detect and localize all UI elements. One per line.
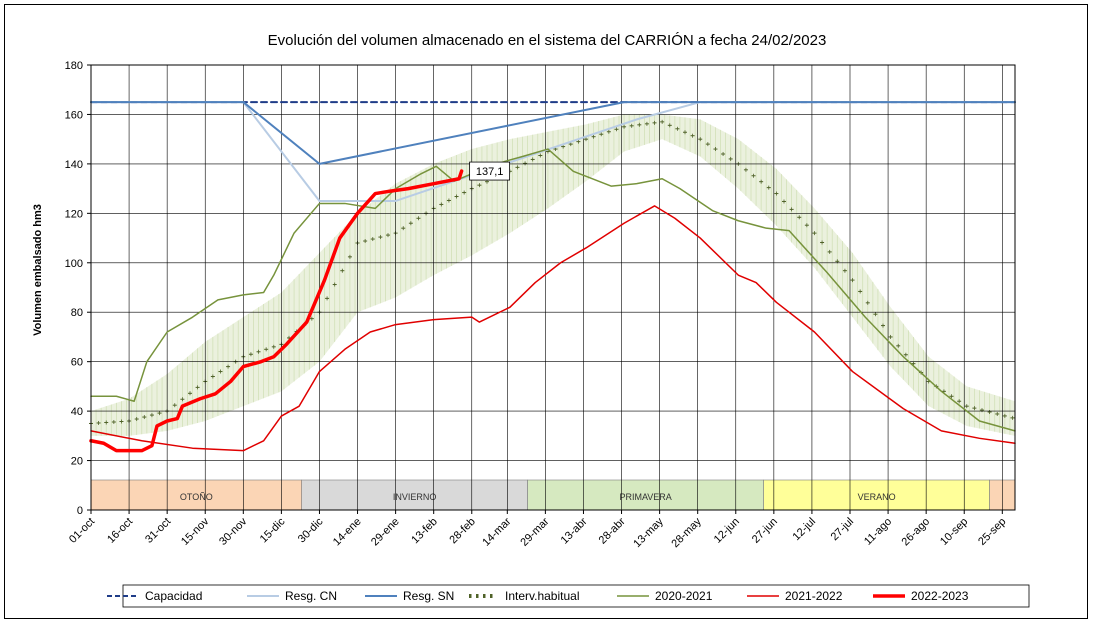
- y-tick-label: 120: [65, 208, 83, 220]
- legend-swatch-interv: [469, 594, 472, 598]
- legend-label-5: 2020-2021: [655, 589, 713, 603]
- x-tick-label: 27-jun: [750, 516, 780, 546]
- annotation: 137,1: [469, 161, 511, 181]
- y-tick-label: 80: [71, 307, 83, 319]
- x-tick-label: 28-may: [669, 515, 704, 550]
- annotation-value: 137,1: [476, 166, 504, 178]
- chart-frame: Evolución del volumen almacenado en el s…: [4, 4, 1088, 619]
- x-tick-label: 31-oct: [143, 516, 173, 546]
- legend-swatch-interv: [483, 594, 486, 598]
- x-tick-label: 28-abr: [597, 515, 628, 546]
- x-tick-label: 01-oct: [67, 516, 97, 546]
- legend-label-6: 2021-2022: [785, 589, 843, 603]
- season-3: [527, 479, 764, 511]
- season-label-4: VERANO: [858, 492, 896, 502]
- legend-label-4: Interv.habitual: [505, 589, 580, 603]
- legend-label-3: Resg. SN: [403, 589, 454, 603]
- x-tick-label: 30-nov: [217, 515, 250, 548]
- y-tick-label: 20: [71, 456, 83, 468]
- y-tick-label: 160: [65, 109, 83, 121]
- x-tick-label: 14-ene: [331, 516, 364, 549]
- plot-border: [90, 64, 1016, 511]
- x-tick-label: 13-feb: [409, 516, 440, 547]
- x-tick-label: 14-mar: [480, 515, 513, 548]
- season-4: [763, 479, 990, 511]
- x-tick-label: 15-nov: [179, 515, 212, 548]
- legend-swatch-interv: [490, 594, 493, 598]
- series-line-2022-2023: [89, 169, 464, 453]
- chart-title: Evolución del volumen almacenado en el s…: [268, 32, 827, 49]
- y-tick-label: 60: [71, 357, 83, 369]
- x-tick-label: 26-ago: [900, 516, 933, 549]
- y-axis-label: Volumen embalsado hm3: [32, 204, 44, 336]
- y-tick-label: 180: [65, 60, 83, 72]
- volume-chart: Evolución del volumen almacenado en el s…: [32, 32, 1030, 608]
- x-tick-label: 30-dic: [296, 515, 326, 545]
- y-tick-label: 0: [77, 505, 83, 517]
- x-tick-label: 15-dic: [258, 515, 288, 545]
- habitual-interval-band: [89, 114, 1016, 436]
- legend-label-2: Resg. CN: [285, 589, 337, 603]
- band-area: [91, 114, 1015, 436]
- series-line-2021-2022: [90, 205, 1016, 452]
- legend: Capacidad Resg. CN Resg. SN Interv.habitual…: [107, 584, 1030, 608]
- x-tick-label: 13-abr: [559, 515, 590, 546]
- x-tick-label: 28-feb: [447, 516, 478, 547]
- legend-label-7: 2022-2023: [911, 589, 969, 603]
- season-label-3: PRIMAVERA: [619, 492, 671, 502]
- x-tick-label: 29-ene: [369, 516, 402, 549]
- season-label-1: OTOÑO: [180, 492, 213, 502]
- x-tick-label: 29-mar: [518, 515, 551, 548]
- y-tick-label: 140: [65, 159, 83, 171]
- x-tick-label: 10-sep: [938, 516, 970, 548]
- y-tick-label: 100: [65, 258, 83, 270]
- season-label-2: INVIERNO: [393, 492, 437, 502]
- x-tick-label: 16-oct: [105, 516, 135, 546]
- x-tick-label: 12-jun: [712, 516, 742, 546]
- annotation-box: [469, 161, 511, 181]
- season-1: [90, 479, 302, 511]
- grid: [90, 64, 1015, 511]
- x-tick-label: 27-jul: [829, 516, 857, 544]
- legend-label-1: Capacidad: [145, 589, 202, 603]
- y-tick-label: 40: [71, 406, 83, 418]
- legend-swatch-interv: [476, 594, 479, 598]
- x-tick-label: 12-jul: [791, 516, 819, 544]
- x-tick-label: 11-ago: [862, 516, 894, 548]
- series-line-resg-sn: [90, 101, 1016, 165]
- x-tick-label: 13-may: [631, 515, 666, 550]
- x-tick-label: 25-sep: [976, 516, 1008, 548]
